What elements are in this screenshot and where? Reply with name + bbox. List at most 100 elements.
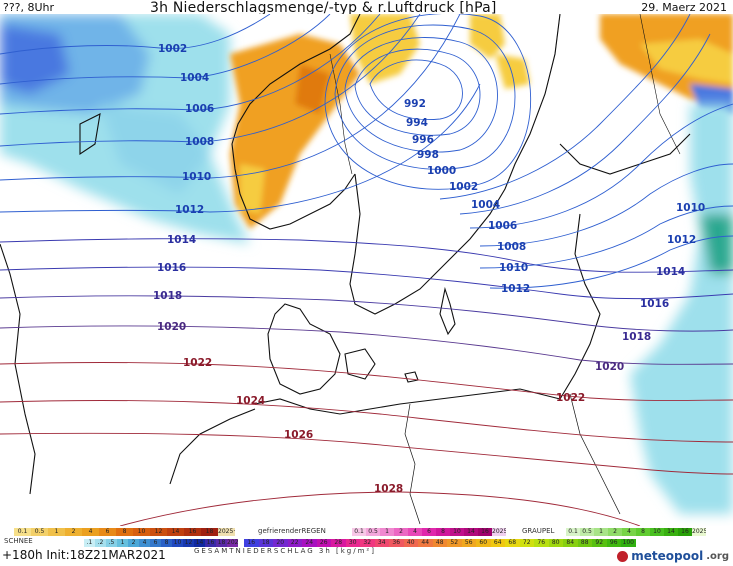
isobar-line-1026 — [0, 432, 733, 475]
isobar-line-1004w — [0, 14, 331, 85]
legend-total-cell: 96 — [606, 539, 621, 547]
border-germany-poland — [404, 403, 421, 525]
coastlines — [0, 14, 691, 525]
isobar-line-1014 — [0, 238, 733, 273]
legend-snow-cell: 14 — [194, 539, 205, 547]
isobar-line-1028 — [119, 491, 641, 526]
legend-total-cell: 16 — [244, 539, 259, 547]
isobar-line-1020 — [0, 325, 733, 365]
isobar-line-1024 — [0, 400, 733, 443]
coast-netherlands — [169, 408, 256, 485]
legend-graupel-cell: 0.5 — [580, 528, 594, 536]
coast-denmark — [267, 303, 341, 395]
isobar-line-1022 — [0, 362, 733, 401]
isobar-label: 1004 — [180, 72, 209, 84]
isobar-label: 1012 — [667, 234, 696, 246]
isobar-label: 1010 — [499, 262, 528, 274]
legend-rain-cell: 1 — [48, 528, 65, 536]
coast-svalbard-hint — [79, 113, 101, 156]
legend-freezing-cell: 10 — [450, 528, 464, 536]
isobar-label: 994 — [406, 117, 428, 129]
legend-rain-cell: 2025+ — [218, 528, 235, 536]
legend-graupel-cell: 10 — [650, 528, 664, 536]
legend-total-cell: 56 — [461, 539, 476, 547]
coast-gotland — [439, 286, 456, 336]
isobar-line-1006w — [0, 14, 381, 115]
isobar-label: 992 — [404, 98, 426, 110]
legend-freezing-label: gefrierenderREGEN — [258, 527, 326, 535]
legend-snow-cell: 1 — [117, 539, 128, 547]
isobar-label: 1008 — [185, 136, 214, 148]
isobar-line-1010e — [479, 205, 733, 269]
map-title: 3h Niederschlagsmenge/-typ & r.Luftdruck… — [150, 0, 497, 16]
logo-text: meteopool — [631, 549, 704, 563]
coast-germany-poland — [254, 388, 561, 415]
legend-rain-cell: 14 — [167, 528, 184, 536]
isobar-label: 1010 — [676, 202, 705, 214]
legend-graupel-cell: 2 — [608, 528, 622, 536]
meteopool-logo[interactable]: meteopool .org — [617, 549, 729, 563]
legend-total-cell: 40 — [403, 539, 418, 547]
isobar-label: 1026 — [284, 429, 313, 441]
legend-snow-cell: 16 — [205, 539, 216, 547]
legend-rain-cell: 0.1 — [14, 528, 31, 536]
isobar-line-1002w — [0, 14, 271, 55]
legend-freezing-cell: 16 — [478, 528, 492, 536]
precip-field-snow-west — [0, 14, 250, 244]
isobar-label: 1028 — [374, 483, 403, 495]
legend-total-cell: 88 — [577, 539, 592, 547]
isobar-line-1012e — [489, 235, 733, 289]
legend-total-cell: 22 — [287, 539, 302, 547]
isobar-label: 1020 — [157, 321, 186, 333]
legend-snow-cell: .2 — [95, 539, 106, 547]
isobar-label: 1006 — [185, 103, 214, 115]
isobar-label: 1012 — [501, 283, 530, 295]
isobar-labels: 1002 1004 1006 1008 1010 1012 1014 1016 … — [153, 43, 705, 495]
model-run-info: +180h Init:18Z21MAR2021 — [2, 548, 166, 562]
legend-freezing-cell: 14 — [464, 528, 478, 536]
legend-snow-cell: 18 — [216, 539, 227, 547]
legend-rain-cell: 16 — [184, 528, 201, 536]
legend-total-cell: 30 — [345, 539, 360, 547]
legend-total-cell: 32 — [360, 539, 375, 547]
isobar-label: 1022 — [556, 392, 585, 404]
isobar-label: 1024 — [236, 395, 265, 407]
isobar-label: 1016 — [157, 262, 186, 274]
precip-field-snow-east — [630, 104, 733, 514]
isobar-label: 1010 — [182, 171, 211, 183]
isobar-label: 1008 — [497, 241, 526, 253]
legend-rain-cell: 12 — [150, 528, 167, 536]
logo-tld: .org — [706, 550, 729, 562]
isobar-label: 1002 — [158, 43, 187, 55]
legend-total-cell: 100 — [621, 539, 636, 547]
legend-total-cell: 36 — [389, 539, 404, 547]
legend-total-cell: 60 — [476, 539, 491, 547]
legend-snow-cell: 12 — [183, 539, 194, 547]
isobar-line-992 — [369, 59, 463, 121]
border-norway-sweden — [329, 53, 353, 175]
legend-freezing-cell: 0.5 — [366, 528, 380, 536]
legend-freezing-cell: 2 — [394, 528, 408, 536]
coast-norway — [231, 14, 361, 230]
isobar-line-1004e — [459, 33, 711, 215]
legend-graupel-cell: 1 — [594, 528, 608, 536]
legend-total-cell: 18 — [258, 539, 273, 547]
isobar-lines — [0, 14, 733, 526]
isobar-line-1008w — [0, 14, 421, 147]
isobar-label: 1014 — [167, 234, 196, 246]
legend-snow-cell: 8 — [161, 539, 172, 547]
legend-snow-cell: .1 — [84, 539, 95, 547]
border-poland-east — [569, 393, 621, 515]
border-finland-russia — [639, 14, 681, 155]
isobar-label: 1002 — [449, 181, 478, 193]
legend-total-cell: 72 — [519, 539, 534, 547]
legend-freezing-cell: 1 — [380, 528, 394, 536]
legend-freezing-cell: 2025+ — [492, 528, 506, 536]
legend-graupel-cell: 8 — [636, 528, 650, 536]
legend-total-cell: 24 — [302, 539, 317, 547]
coast-sweden — [349, 14, 561, 315]
